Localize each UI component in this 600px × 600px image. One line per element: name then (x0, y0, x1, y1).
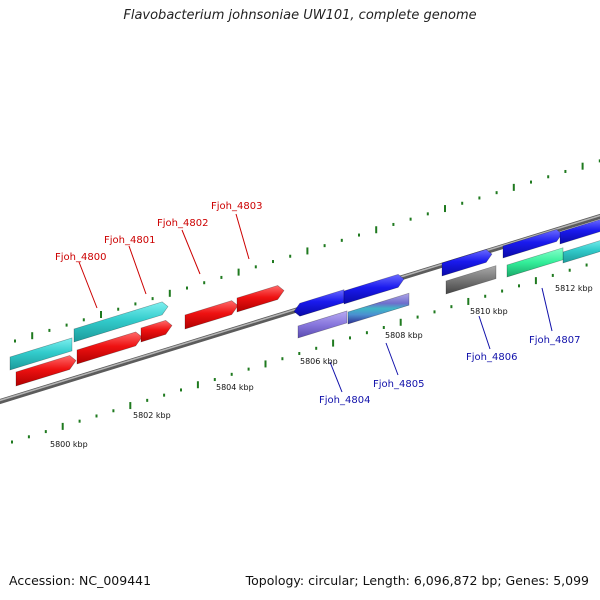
gene-features (9, 219, 600, 387)
gene-red-4801b[interactable] (140, 320, 173, 343)
leader-fjoh-4806 (478, 315, 491, 350)
accession-text: Accession: NC_009441 (9, 573, 152, 588)
leader-fjoh-4803 (235, 213, 250, 260)
gene-red-4803[interactable] (236, 285, 285, 313)
gene-striped-4805[interactable] (347, 292, 410, 325)
gene-gray-4806[interactable] (445, 265, 497, 295)
leader-fjoh-4802 (181, 229, 201, 275)
gene-green-4807[interactable] (506, 247, 564, 278)
gene-label-fjoh-4806[interactable]: Fjoh_4806 (466, 352, 517, 363)
scale-label-5806: 5806 kbp (300, 357, 338, 366)
topology-summary: Topology: circular; Length: 6,096,872 bp… (245, 573, 589, 588)
gene-blue-4807-a[interactable] (502, 229, 563, 259)
gene-labels: Fjoh_4800 Fjoh_4801 Fjoh_4802 Fjoh_4803 … (55, 201, 580, 406)
gene-label-fjoh-4804[interactable]: Fjoh_4804 (319, 395, 370, 406)
tick-row-lower (11, 263, 588, 444)
gene-red-4800[interactable] (15, 355, 77, 387)
leader-fjoh-4807 (541, 287, 553, 332)
scale-label-5812: 5812 kbp (555, 284, 593, 293)
leader-fjoh-4801 (128, 245, 147, 295)
gene-blue-4807-b[interactable] (559, 219, 600, 245)
gene-red-4801[interactable] (76, 331, 143, 365)
genome-title: Flavobacterium johnsoniae UW101, complet… (123, 8, 477, 23)
scale-label-5800: 5800 kbp (50, 440, 88, 449)
gene-cyan-a[interactable] (9, 337, 73, 371)
gene-lavender-4804[interactable] (297, 310, 348, 339)
scale-label-5810: 5810 kbp (470, 307, 508, 316)
scale-label-5804: 5804 kbp (216, 383, 254, 392)
gene-blue-4804-upper[interactable] (293, 289, 345, 317)
gene-cyan-c[interactable] (562, 239, 600, 264)
gene-cyan-b[interactable] (73, 301, 169, 343)
scale-labels: 5800 kbp 5802 kbp 5804 kbp 5806 kbp 5808… (50, 284, 593, 449)
gene-blue-4805-upper[interactable] (343, 273, 405, 305)
scale-label-5802: 5802 kbp (133, 411, 171, 420)
leader-fjoh-4804 (329, 361, 343, 393)
gene-label-fjoh-4805[interactable]: Fjoh_4805 (373, 379, 424, 390)
leader-fjoh-4805 (385, 342, 399, 376)
leader-fjoh-4800 (78, 261, 98, 309)
label-leader-lines (78, 213, 553, 393)
gene-red-4802[interactable] (184, 300, 239, 330)
gene-label-fjoh-4802[interactable]: Fjoh_4802 (157, 218, 208, 229)
gene-label-fjoh-4807[interactable]: Fjoh_4807 (529, 335, 580, 346)
gene-label-fjoh-4800[interactable]: Fjoh_4800 (55, 252, 106, 263)
gene-label-fjoh-4803[interactable]: Fjoh_4803 (211, 201, 262, 212)
gene-label-fjoh-4801[interactable]: Fjoh_4801 (104, 235, 155, 246)
scale-label-5808: 5808 kbp (385, 331, 423, 340)
gene-blue-4806[interactable] (441, 249, 493, 277)
